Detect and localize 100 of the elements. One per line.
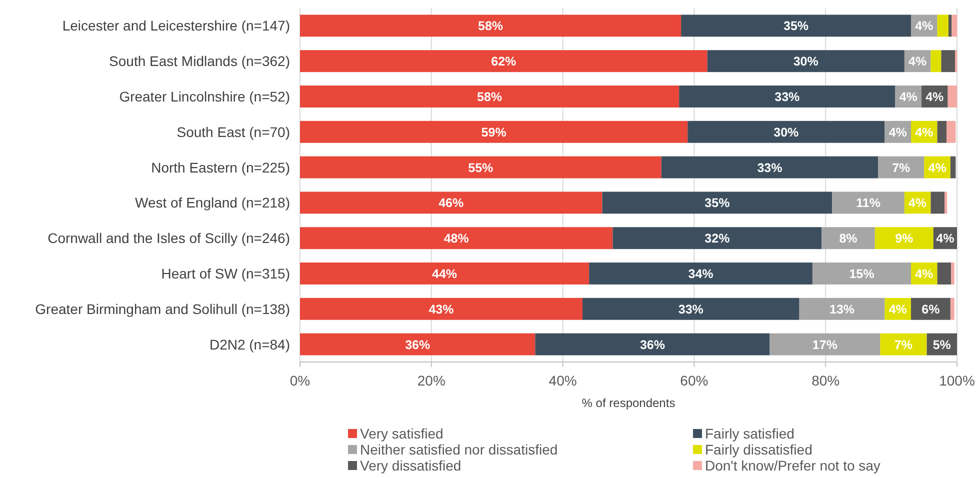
data-label: 48% [444, 232, 469, 246]
data-label: 46% [438, 196, 464, 210]
bar [799, 298, 885, 320]
y-tick-label: Leicester and Leicestershire (n=147) [62, 18, 290, 34]
data-label: 36% [640, 338, 665, 352]
y-tick-label: South East Midlands (n=362) [109, 53, 290, 70]
y-tick-label: Cornwall and the Isles of Scilly (n=246) [48, 230, 290, 246]
bar [300, 86, 680, 108]
bar [948, 14, 952, 37]
data-label: 11% [856, 196, 880, 210]
data-label: 62% [491, 54, 516, 69]
bar [952, 14, 957, 37]
bar [937, 14, 948, 37]
y-tick-label: Greater Lincolnshire (n=52) [119, 88, 290, 104]
bar [944, 192, 948, 214]
legend-label: Fairly satisfied [705, 426, 794, 442]
data-label: 7% [894, 338, 912, 352]
bar [770, 333, 880, 356]
data-label: 33% [678, 302, 704, 316]
bar [300, 298, 583, 320]
bar [300, 192, 602, 214]
data-label: 4% [915, 19, 934, 34]
legend-label: Fairly dissatisfied [705, 442, 812, 458]
data-label: 30% [793, 54, 818, 69]
x-tick-label: 80% [812, 372, 840, 388]
y-tick-label: North Eastern (n=225) [151, 159, 290, 176]
bar [937, 262, 952, 284]
data-label: 13% [830, 302, 855, 316]
data-label: 8% [839, 232, 858, 246]
data-label: 58% [478, 19, 504, 34]
data-label: 4% [926, 90, 944, 104]
bar [300, 120, 688, 143]
data-label: 5% [932, 338, 951, 352]
bar [589, 262, 812, 284]
bar [582, 298, 800, 320]
bar [707, 50, 904, 72]
data-label: 6% [922, 302, 940, 316]
legend-label: Very satisfied [360, 426, 444, 442]
bar [832, 192, 904, 214]
bar [950, 298, 954, 320]
y-tick-label: West of England (n=218) [134, 194, 290, 211]
x-axis-title: % of respondents [582, 396, 676, 410]
data-label: 30% [774, 125, 799, 140]
x-tick-label: 60% [680, 372, 708, 388]
bar [950, 156, 956, 178]
bar [300, 227, 613, 250]
x-tick-label: 100% [939, 372, 975, 388]
bar [681, 14, 912, 37]
data-label: 34% [688, 267, 714, 281]
x-tick-label: 0% [290, 372, 310, 388]
data-label: 43% [428, 302, 454, 316]
data-label: 55% [468, 160, 494, 175]
bar [602, 192, 832, 214]
bar [946, 120, 956, 143]
bar [300, 333, 536, 356]
data-label: 58% [477, 90, 502, 104]
bar [300, 262, 590, 284]
bar [874, 227, 934, 250]
data-label: 32% [704, 232, 730, 246]
bar [679, 86, 896, 108]
legend-label: Very dissatisfied [360, 458, 462, 474]
data-label: 17% [812, 338, 838, 352]
x-tick-label: 40% [548, 372, 577, 388]
data-label: 4% [915, 267, 934, 281]
bar [300, 50, 708, 72]
legend-label: Don't know/Prefer not to say [705, 458, 880, 474]
bar [880, 333, 927, 356]
bar [300, 14, 682, 37]
data-label: 4% [888, 302, 907, 316]
data-label: 4% [936, 232, 954, 246]
data-label: 15% [849, 267, 874, 281]
legend-label: Neither satisfied nor dissatisfied [360, 442, 558, 458]
data-label: 35% [704, 196, 730, 210]
data-label: 4% [908, 54, 927, 69]
data-label: 59% [481, 125, 506, 140]
data-label: 33% [757, 160, 782, 175]
data-label: 9% [895, 232, 914, 246]
y-tick-label: D2N2 (n=84) [209, 336, 290, 352]
bar [822, 227, 875, 250]
bar [941, 50, 956, 72]
bar [661, 156, 878, 178]
bar [812, 262, 912, 284]
data-label: 35% [784, 19, 809, 34]
bar [688, 120, 885, 143]
y-tick-label: Heart of SW (n=315) [161, 266, 290, 282]
bar [951, 262, 954, 284]
bar [930, 192, 945, 214]
y-tick-label: South East (n=70) [176, 124, 290, 140]
data-label: 4% [928, 160, 946, 175]
data-label: 33% [774, 90, 800, 104]
bar [878, 156, 924, 178]
y-tick-label: Greater Birmingham and Solihull (n=138) [35, 300, 290, 317]
data-label: 4% [899, 90, 918, 104]
data-label: 4% [908, 196, 927, 210]
data-label: 4% [915, 125, 934, 140]
data-label: 44% [432, 267, 458, 281]
x-tick-label: 20% [417, 372, 446, 388]
data-label: 7% [892, 160, 910, 175]
bar [612, 227, 822, 250]
bar [948, 86, 957, 108]
